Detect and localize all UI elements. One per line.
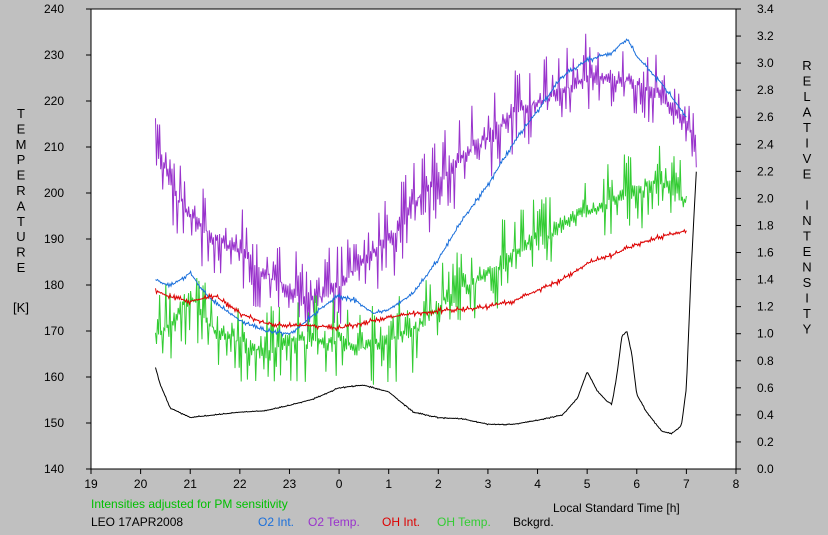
x-tick-label: 23: [283, 477, 297, 491]
y-right-label-letter: T: [803, 120, 811, 135]
y-left-tick-label: 220: [44, 94, 64, 108]
y-right-tick-label: 3.4: [757, 2, 774, 16]
x-tick-label: 8: [733, 477, 740, 491]
x-tick-label: 6: [633, 477, 640, 491]
legend-o2-temp: O2 Temp.: [308, 515, 360, 529]
y-right-tick-label: 2.2: [757, 164, 774, 178]
legend-oh-int: OH Int.: [382, 515, 421, 529]
series-line-o2-int: [155, 38, 687, 338]
y-left-tick-label: 230: [44, 48, 64, 62]
y-left-label-letter: T: [17, 106, 25, 121]
y-right-tick-label: 0.0: [757, 462, 774, 476]
y-left-tick-label: 240: [44, 2, 64, 16]
y-right-label-letter: I: [805, 136, 809, 151]
sensitivity-note: Intensities adjusted for PM sensitivity: [91, 497, 288, 511]
y-right-tick-label: 1.6: [757, 246, 774, 260]
y-left-tick-label: 200: [44, 186, 64, 200]
x-tick-label: 20: [134, 477, 148, 491]
series-line-oh-temp: [155, 145, 687, 385]
y-right-label-letter: S: [803, 275, 812, 290]
y-left-label-letter: E: [17, 168, 26, 183]
y-right-tick-label: 0.8: [757, 354, 774, 368]
y-right-tick-label: 2.4: [757, 137, 774, 151]
legend-background: Bckgrd.: [513, 515, 554, 529]
y-right-tick-label: 0.6: [757, 381, 774, 395]
legend-oh-temp: OH Temp.: [437, 515, 491, 529]
y-left-tick-label: 190: [44, 232, 64, 246]
y-right-label-letter: N: [802, 260, 811, 275]
y-left-label-letter: P: [17, 152, 26, 167]
x-axis-title: Local Standard Time [h]: [553, 501, 680, 515]
y-left-tick-label: 180: [44, 278, 64, 292]
y-right-label-letter: I: [805, 291, 809, 306]
y-right-tick-label: 0.2: [757, 435, 774, 449]
y-left-tick-label: 210: [44, 140, 64, 154]
legend-o2-int: O2 Int.: [258, 515, 295, 529]
y-right-label-letter: E: [803, 244, 812, 259]
y-left-label-letter: T: [17, 214, 25, 229]
x-tick-label: 1: [385, 477, 392, 491]
y-right-tick-label: 3.0: [757, 56, 774, 70]
y-right-tick-label: 3.2: [757, 29, 774, 43]
x-tick-label: 2: [435, 477, 442, 491]
y-left-label-letter: A: [17, 198, 26, 213]
x-tick-label: 3: [485, 477, 492, 491]
y-right-label-letter: E: [803, 74, 812, 89]
y-left-label-letter: M: [16, 137, 27, 152]
series-line-oh-int: [155, 228, 687, 332]
y-right-tick-label: 2.6: [757, 110, 774, 124]
y-right-label-letter: Y: [803, 322, 812, 337]
y-left-unit: [K]: [13, 300, 29, 315]
y-right-tick-label: 1.4: [757, 273, 774, 287]
y-left-label-letter: R: [16, 183, 25, 198]
x-tick-label: 19: [84, 477, 98, 491]
y-right-tick-label: 1.0: [757, 327, 774, 341]
series-line-bckgrd: [155, 171, 697, 435]
y-left-label-letter: R: [16, 245, 25, 260]
x-tick-label: 4: [534, 477, 541, 491]
series-line-o2-temp: [155, 33, 697, 332]
x-tick-label: 5: [584, 477, 591, 491]
series-layer: [155, 33, 697, 435]
y-left-tick-label: 140: [44, 462, 64, 476]
y-right-tick-label: 1.8: [757, 218, 774, 232]
y-right-label-letter: A: [803, 105, 812, 120]
station-date-label: LEO 17APR2008: [91, 515, 184, 529]
y-left-tick-label: 160: [44, 370, 64, 384]
y-right-label-letter: R: [802, 58, 811, 73]
y-right-label-letter: T: [803, 229, 811, 244]
x-tick-label: 22: [233, 477, 247, 491]
y-left-label-letter: U: [16, 229, 25, 244]
x-tick-label: 21: [184, 477, 198, 491]
x-tick-label: 7: [683, 477, 690, 491]
y-right-tick-label: 1.2: [757, 300, 774, 314]
y-right-label-letter: E: [803, 167, 812, 182]
y-right-label-letter: V: [803, 151, 812, 166]
y-right-label-letter: T: [803, 306, 811, 321]
y-right-tick-label: 0.4: [757, 408, 774, 422]
y-right-label-letter: N: [802, 213, 811, 228]
y-left-label-letter: E: [17, 260, 26, 275]
axis-layer: 19 20 21 22 23 0 1 2 3 4 5 6 7 8140150160170180190200…: [13, 2, 812, 491]
plot-area: [90, 8, 737, 470]
y-right-label-letter: I: [805, 198, 809, 213]
y-right-tick-label: 2.8: [757, 83, 774, 97]
y-left-tick-label: 170: [44, 324, 64, 338]
x-tick-label: 0: [336, 477, 343, 491]
y-left-label-letter: E: [17, 121, 26, 136]
y-right-tick-label: 2.0: [757, 191, 774, 205]
y-right-label-letter: L: [803, 89, 810, 104]
y-left-tick-label: 150: [44, 416, 64, 430]
